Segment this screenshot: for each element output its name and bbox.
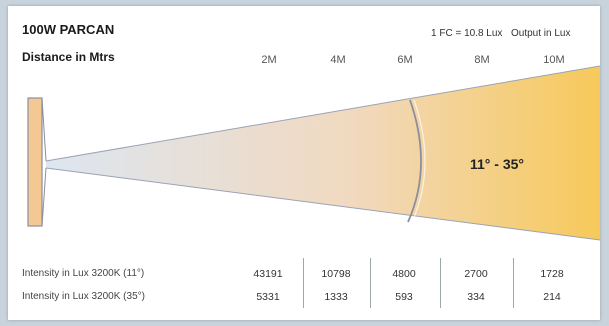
beam-angle-arc xyxy=(407,99,422,223)
distance-label-4m: 4M xyxy=(330,54,346,66)
distance-label-6m: 6M xyxy=(397,54,413,66)
lux-11-2m: 43191 xyxy=(253,268,283,280)
lux-35-4m: 1333 xyxy=(324,291,348,303)
fixture-title: 100W PARCAN xyxy=(22,22,115,37)
intensity-row-35-label: Intensity in Lux 3200K (35°) xyxy=(22,291,145,302)
lux-11-6m: 4800 xyxy=(392,268,416,280)
column-divider xyxy=(303,258,304,308)
lux-35-8m: 334 xyxy=(467,291,485,303)
distance-label-10m: 10M xyxy=(543,54,565,66)
lux-11-10m: 1728 xyxy=(540,268,564,280)
lux-11-4m: 10798 xyxy=(321,268,351,280)
distance-heading: Distance in Mtrs xyxy=(22,50,115,64)
fixture-lens xyxy=(27,97,43,227)
lux-35-10m: 214 xyxy=(543,291,561,303)
lux-35-2m: 5331 xyxy=(256,291,280,303)
beam-diagram: 11° - 35° xyxy=(27,65,600,241)
column-divider xyxy=(370,258,371,308)
distance-label-8m: 8M xyxy=(474,54,490,66)
fc-conversion-note: 1 FC = 10.8 Lux xyxy=(431,28,503,39)
lux-11-8m: 2700 xyxy=(464,268,488,280)
light-beam-cone xyxy=(46,66,600,240)
output-unit-note: Output in Lux xyxy=(511,28,571,39)
distance-label-2m: 2M xyxy=(261,54,277,66)
intensity-row-11-label: Intensity in Lux 3200K (11°) xyxy=(22,268,145,279)
column-divider xyxy=(513,258,514,308)
lux-35-6m: 593 xyxy=(395,291,413,303)
photometric-panel: 100W PARCAN Distance in Mtrs 1 FC = 10.8… xyxy=(8,6,600,320)
column-divider xyxy=(440,258,441,308)
beam-angle-label: 11° - 35° xyxy=(470,156,524,172)
